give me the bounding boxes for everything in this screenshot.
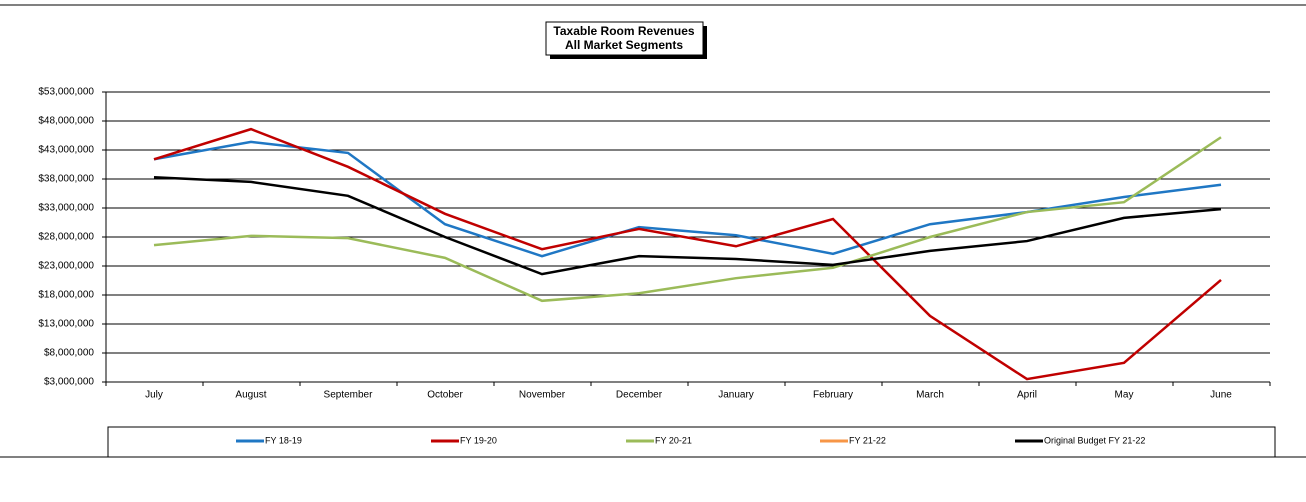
legend-label: FY 21-22 — [849, 435, 886, 445]
chart-title: Taxable Room Revenues — [553, 24, 694, 38]
x-tick-label: June — [1210, 390, 1232, 401]
y-tick-label: $53,000,000 — [38, 87, 94, 98]
x-tick-label: February — [813, 390, 853, 401]
chart-subtitle: All Market Segments — [565, 38, 683, 52]
y-tick-label: $38,000,000 — [38, 174, 94, 185]
x-tick-label: May — [1115, 390, 1134, 401]
x-tick-label: November — [519, 390, 566, 401]
y-tick-label: $28,000,000 — [38, 232, 94, 243]
x-tick-label: March — [916, 390, 944, 401]
x-tick-label: December — [616, 390, 663, 401]
legend-label: FY 19-20 — [460, 435, 497, 445]
y-tick-label: $33,000,000 — [38, 203, 94, 214]
y-tick-label: $8,000,000 — [44, 348, 94, 359]
series-line — [153, 127, 1222, 381]
x-tick-label: January — [718, 390, 754, 401]
y-tick-label: $18,000,000 — [38, 290, 94, 301]
series-line — [153, 140, 1222, 258]
y-tick-label: $3,000,000 — [44, 377, 94, 388]
legend-label: FY 20-21 — [655, 435, 692, 445]
series-line — [153, 176, 1222, 276]
x-tick-label: April — [1017, 390, 1037, 401]
x-tick-label: October — [427, 390, 463, 401]
series-line — [153, 136, 1222, 303]
x-tick-label: September — [324, 390, 374, 401]
title-box — [545, 21, 704, 56]
x-tick-label: August — [235, 390, 266, 401]
legend-label: FY 18-19 — [265, 435, 302, 445]
y-tick-label: $13,000,000 — [38, 319, 94, 330]
y-tick-label: $23,000,000 — [38, 261, 94, 272]
legend-box — [107, 426, 1276, 458]
y-tick-label: $43,000,000 — [38, 145, 94, 156]
y-tick-label: $48,000,000 — [38, 116, 94, 127]
x-tick-label: July — [145, 390, 163, 401]
legend-label: Original Budget FY 21-22 — [1044, 435, 1145, 445]
